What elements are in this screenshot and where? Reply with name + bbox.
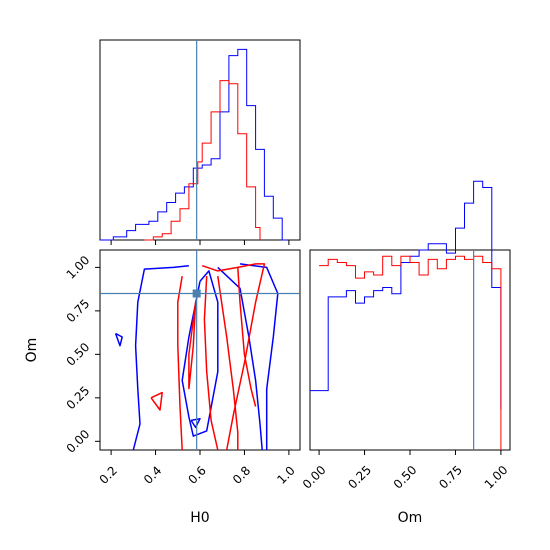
x-axis-label-om: Om: [398, 510, 423, 526]
h0-hist-series-1: [144, 80, 261, 241]
om-y-tick-label: 0.25: [64, 383, 93, 412]
om-x-tick-label: 0.75: [436, 463, 465, 492]
joint-series-0-contour-5: [239, 263, 279, 450]
joint-series-1-contour-0: [177, 275, 183, 451]
joint-series-1-contour-2: [188, 301, 197, 390]
tick-layer: 0.2 0.4 0.6 0.8 1.00.000.250.500.751.000.00 0…: [64, 240, 511, 492]
joint-series-1-contour-4: [203, 276, 219, 451]
h0-tick-label: 0.8: [230, 463, 253, 486]
joint-contour-layer: [100, 250, 300, 451]
x-axis-label-h0: H0: [190, 510, 209, 526]
joint-series-1-contour-5: [217, 275, 239, 450]
om-histogram-layer: [310, 180, 502, 450]
joint-series-0-contour-2: [181, 270, 219, 437]
h0-hist-series-0: [100, 48, 287, 241]
y-axis-label-om: Om: [24, 338, 40, 363]
om-y-tick-label: 1.00: [64, 253, 93, 282]
h0-histogram-frame: [99, 39, 301, 241]
om-x-tick-label: 1.00: [482, 463, 511, 492]
h0-histogram-layer: [100, 40, 287, 241]
joint-series-0-contour-1: [114, 332, 123, 347]
joint-series-1-contour-6: [237, 267, 257, 407]
joint-series-0-contour-3: [190, 417, 201, 429]
om-hist-series-0: [310, 180, 502, 410]
om-y-tick-label: 0.50: [64, 340, 93, 369]
om-histogram-frame: [309, 249, 511, 451]
om-y-tick-label: 0.75: [64, 296, 93, 325]
om-x-tick-label: 0.00: [300, 463, 329, 492]
joint-truth-marker: [192, 289, 201, 298]
h0-tick-label: 0.2: [97, 463, 120, 486]
h0-tick-label: 0.4: [141, 463, 164, 486]
h0-tick-label: 1.0: [274, 463, 297, 486]
om-y-tick-label: 0.00: [64, 427, 93, 456]
joint-series-1-contour-3: [150, 391, 163, 411]
joint-series-0-contour-4: [217, 266, 263, 451]
joint-series-1-contour-1: [201, 263, 266, 451]
om-x-tick-label: 0.25: [345, 463, 374, 492]
om-x-tick-label: 0.50: [391, 463, 420, 492]
joint-series-0-contour-0: [132, 264, 189, 451]
h0-tick-label: 0.6: [185, 463, 208, 486]
